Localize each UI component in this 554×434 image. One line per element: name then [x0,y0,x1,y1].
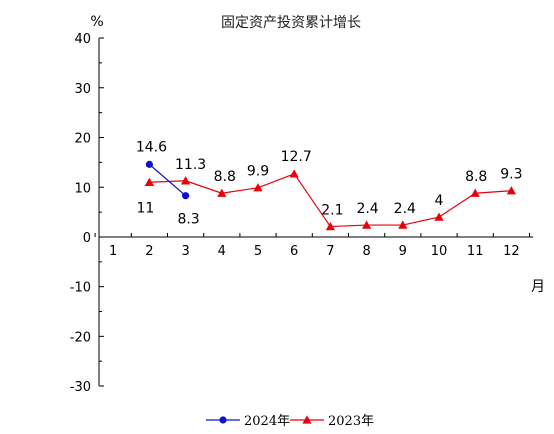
y-tick-label: 10 [74,181,91,196]
x-tick-label: 3 [181,244,189,259]
x-tick-label: 2 [145,244,153,259]
data-label: 9.3 [500,167,522,183]
data-point [181,176,191,185]
chart-title: 固定资产投资累计增长 [221,15,361,31]
legend-label: 2024年 [244,414,290,429]
data-label: 2.1 [321,203,343,219]
x-tick-label: 11 [467,244,484,259]
data-point [217,188,227,197]
data-point [325,221,335,231]
series-line [149,173,512,228]
x-tick-label: 4 [218,244,226,259]
data-label: 11 [136,200,154,216]
data-label: 2.4 [356,201,378,217]
x-tick-label: 6 [290,244,298,259]
y-tick-label: -20 [70,330,91,345]
legend-entry: 2024年 [206,414,290,429]
data-point [182,192,190,200]
data-point [253,183,263,192]
series-line [149,163,186,197]
y-tick-label: 0 [83,231,91,246]
y-tick-label: 40 [74,32,91,47]
x-tick-label: 8 [362,244,370,259]
x-ticks: 1 2 3 4 5 6 7 8 9 10 11 12 [94,233,530,259]
data-label: 8.3 [177,212,199,228]
data-point [506,186,516,195]
x-tick-label: 5 [254,244,262,259]
data-label: 14.6 [136,139,167,155]
data-label: 8.8 [214,169,236,185]
data-point [289,169,299,178]
x-tick-label: 9 [399,244,407,259]
legend-label: 2023年 [328,414,374,429]
x-axis-label: 月 [531,279,545,295]
data-point [434,212,444,221]
data-label: 4 [435,193,444,209]
y-ticks: -30 -20 -10 0 10 20 30 40 [70,32,104,395]
data-labels: 14.6 8.3 [136,139,200,227]
data-label: 8.8 [465,169,487,185]
x-tick-label: 12 [503,244,520,259]
y-tick-label: -10 [70,281,91,296]
y-tick-label: 20 [74,132,91,147]
data-point [145,160,153,168]
series-circle [145,160,190,200]
data-label: 11.3 [175,157,206,173]
x-tick-label: 1 [109,244,117,259]
legend: 2024年 2023年 [206,414,374,429]
data-point [362,220,372,229]
x-tick-label: 7 [326,244,334,259]
series-triangle [144,169,516,231]
data-labels: 11 11.3 8.8 9.9 12.7 2.1 2.4 2.4 4 8.8 9.3 [136,149,522,219]
data-label: 9.9 [247,164,269,180]
y-tick-label: -30 [70,380,91,395]
data-point [219,416,227,424]
y-axis-label: % [90,14,103,30]
y-tick-label: 30 [74,82,91,97]
data-point [470,188,480,197]
data-point [398,220,408,229]
data-point [302,415,312,424]
legend-entry: 2023年 [290,414,374,429]
x-tick-label: 10 [431,244,448,259]
data-point [144,177,154,186]
series-layer: 14.6 8.3 11 11.3 8.8 9.9 12.7 2.1 2.4 2.4 4 8.8 9.3 [136,139,523,231]
data-label: 2.4 [394,201,416,217]
data-label: 12.7 [281,149,312,165]
